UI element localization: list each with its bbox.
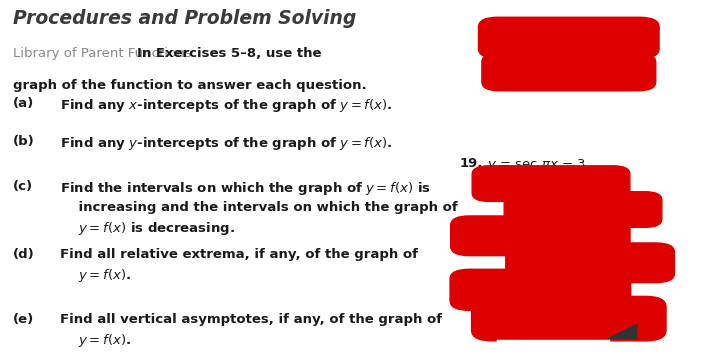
FancyBboxPatch shape [471, 296, 666, 341]
FancyBboxPatch shape [568, 208, 598, 237]
Text: In Exercises 5–8, use the: In Exercises 5–8, use the [137, 47, 321, 60]
FancyBboxPatch shape [479, 17, 659, 58]
Text: (b): (b) [13, 135, 35, 148]
FancyBboxPatch shape [450, 269, 631, 310]
Text: Find any $x$-intercepts of the graph of $y = f(x)$.: Find any $x$-intercepts of the graph of … [60, 97, 393, 114]
FancyBboxPatch shape [506, 243, 675, 283]
FancyBboxPatch shape [472, 166, 630, 201]
FancyBboxPatch shape [533, 36, 569, 74]
Text: Find all vertical asymptotes, if any, of the graph of
    $y = f(x)$.: Find all vertical asymptotes, if any, of… [60, 313, 442, 348]
FancyBboxPatch shape [504, 192, 662, 227]
Text: Find all relative extrema, if any, of the graph of
    $y = f(x)$.: Find all relative extrema, if any, of th… [60, 248, 419, 284]
Text: Library of Parent Functions: Library of Parent Functions [13, 47, 191, 60]
Text: $y$ = sec $\pi x$ $-$ 3: $y$ = sec $\pi x$ $-$ 3 [487, 157, 586, 172]
Text: (e): (e) [13, 313, 34, 326]
Polygon shape [608, 324, 636, 338]
FancyBboxPatch shape [525, 289, 555, 320]
FancyBboxPatch shape [575, 262, 605, 291]
FancyBboxPatch shape [525, 235, 555, 264]
FancyBboxPatch shape [482, 53, 656, 91]
Text: (a): (a) [13, 97, 34, 110]
FancyBboxPatch shape [451, 216, 630, 256]
Text: (d): (d) [13, 248, 35, 261]
Text: 19.: 19. [460, 157, 483, 170]
Text: (c): (c) [13, 180, 33, 193]
Text: Find the intervals on which the graph of $y = f(x)$ is
    increasing and the in: Find the intervals on which the graph of… [60, 180, 458, 237]
Text: graph of the function to answer each question.: graph of the function to answer each que… [13, 79, 366, 92]
FancyBboxPatch shape [522, 183, 552, 211]
Text: Find any $y$-intercepts of the graph of $y = f(x)$.: Find any $y$-intercepts of the graph of … [60, 135, 393, 152]
Text: Procedures and Problem Solving: Procedures and Problem Solving [13, 9, 356, 28]
